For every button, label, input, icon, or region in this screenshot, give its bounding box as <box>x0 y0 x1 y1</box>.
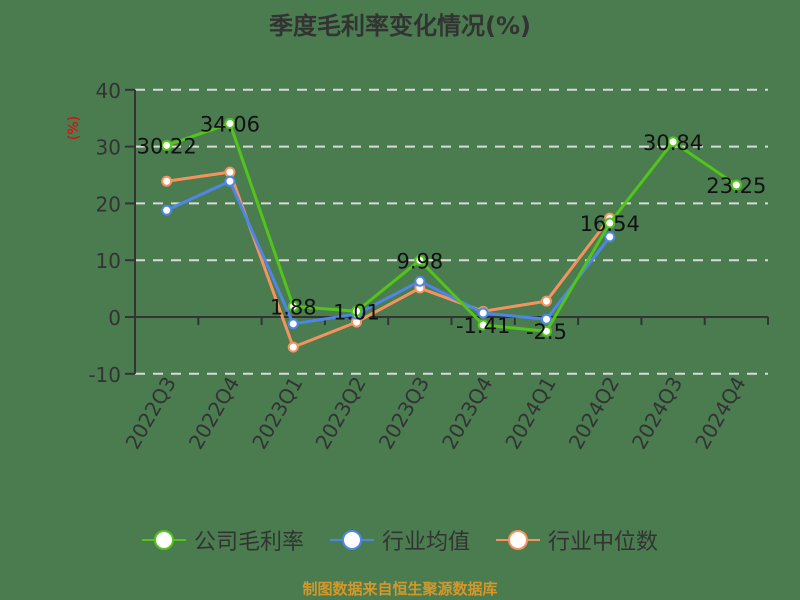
x-tick-label: 2023Q3 <box>374 373 434 454</box>
data-label: 30.22 <box>137 134 197 158</box>
data-label: -2.5 <box>526 320 567 344</box>
x-tick-label: 2022Q4 <box>184 373 244 454</box>
y-tick-label: 0 <box>108 306 121 330</box>
y-tick-label: 40 <box>96 79 121 103</box>
y-tick-label: 10 <box>96 249 121 273</box>
data-point[interactable] <box>287 300 299 312</box>
legend: 公司毛利率 行业均值 行业中位数 <box>0 524 800 556</box>
chart-title: 季度毛利率变化情况(%) <box>269 12 531 40</box>
legend-marker-icon <box>141 529 186 551</box>
series-line <box>166 122 738 333</box>
data-label: 30.84 <box>643 131 703 155</box>
data-label: 16.54 <box>580 212 640 236</box>
data-point[interactable] <box>351 305 363 317</box>
data-label: -1.41 <box>456 314 510 338</box>
data-point[interactable] <box>604 231 616 243</box>
data-label: 34.06 <box>200 113 260 137</box>
data-point[interactable] <box>224 166 236 178</box>
legend-label: 行业中位数 <box>548 530 659 555</box>
legend-label: 公司毛利率 <box>193 530 304 555</box>
data-label: 1.01 <box>333 300 380 324</box>
y-tick-label: -10 <box>88 363 121 387</box>
data-point[interactable] <box>414 254 426 266</box>
legend-item-industry-avg[interactable]: 行业均值 <box>329 524 470 556</box>
data-point[interactable] <box>224 118 236 130</box>
legend-item-company[interactable]: 公司毛利率 <box>141 524 304 556</box>
data-label: 1.88 <box>270 295 317 319</box>
x-tick-label: 2022Q3 <box>121 373 181 454</box>
x-tick-label: 2023Q1 <box>247 373 307 454</box>
y-axis-unit: (%) <box>66 116 82 140</box>
data-label: 23.25 <box>706 174 766 198</box>
data-point[interactable] <box>287 341 299 353</box>
data-point[interactable] <box>540 325 552 337</box>
data-point[interactable] <box>604 217 616 229</box>
x-tick-label: 2024Q4 <box>690 373 750 454</box>
legend-marker-icon <box>496 529 540 551</box>
x-tick-label: 2024Q3 <box>627 373 687 454</box>
x-tick-label: 2024Q1 <box>500 373 560 454</box>
legend-item-industry-median[interactable]: 行业中位数 <box>496 524 658 556</box>
legend-label: 行业均值 <box>381 530 470 555</box>
source-note: 制图数据来自恒生聚源数据库 <box>302 580 498 598</box>
data-point[interactable] <box>224 175 236 187</box>
y-tick-label: 30 <box>96 136 121 160</box>
data-point[interactable] <box>414 275 426 287</box>
y-tick-label: 20 <box>96 192 121 216</box>
x-tick-label: 2024Q2 <box>564 373 624 454</box>
data-point[interactable] <box>540 313 552 325</box>
series-line <box>166 179 611 326</box>
x-tick-label: 2023Q4 <box>437 373 497 454</box>
data-point[interactable] <box>161 139 173 151</box>
data-point[interactable] <box>161 204 173 216</box>
data-point[interactable] <box>730 179 742 191</box>
data-point[interactable] <box>287 318 299 330</box>
data-point[interactable] <box>477 307 489 319</box>
x-tick-label: 2023Q2 <box>310 373 370 454</box>
data-point[interactable] <box>161 175 173 187</box>
data-point[interactable] <box>667 136 679 148</box>
data-point[interactable] <box>540 295 552 307</box>
legend-marker-icon <box>329 529 374 551</box>
data-point[interactable] <box>477 319 489 331</box>
data-label: 9.98 <box>396 249 443 273</box>
